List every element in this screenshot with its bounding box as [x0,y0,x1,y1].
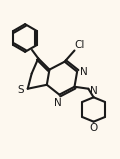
Text: O: O [90,123,98,133]
Text: N: N [54,98,62,107]
Text: S: S [17,85,24,95]
Text: N: N [90,86,97,96]
Text: Cl: Cl [75,40,85,50]
Text: N: N [80,67,87,77]
